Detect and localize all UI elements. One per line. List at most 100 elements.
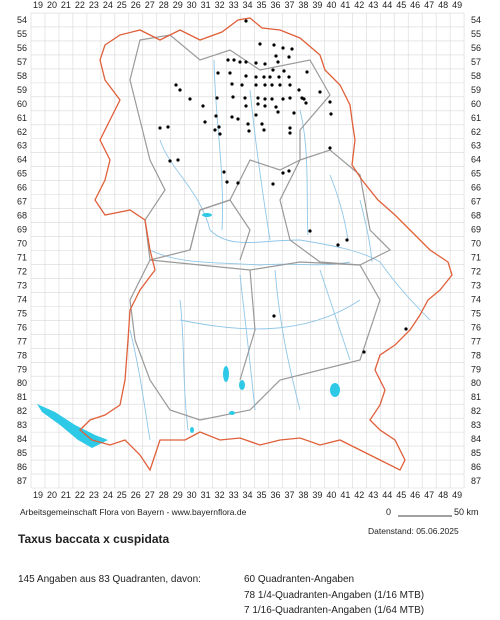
column-label: 27	[145, 490, 155, 500]
occurrence-dot	[297, 88, 301, 92]
occurrence-dot	[270, 97, 274, 101]
row-label: 85	[17, 448, 27, 458]
occurrence-dot	[271, 182, 275, 186]
row-label: 63	[471, 141, 481, 151]
row-label: 56	[471, 43, 481, 53]
occurrence-dot	[244, 19, 248, 23]
column-label: 36	[270, 490, 280, 500]
row-label: 82	[17, 406, 27, 416]
column-label: 20	[47, 0, 57, 10]
row-label: 55	[471, 29, 481, 39]
occurrence-dot	[240, 83, 244, 87]
occurrence-dot	[232, 58, 236, 62]
column-label: 29	[173, 490, 183, 500]
occurrence-dot	[228, 71, 232, 75]
rivers	[129, 59, 431, 441]
column-label: 42	[354, 490, 364, 500]
occurrence-dot	[328, 100, 332, 104]
column-label: 41	[340, 490, 350, 500]
column-label: 47	[424, 490, 434, 500]
column-label: 40	[326, 0, 336, 10]
occurrence-dot	[263, 104, 267, 108]
occurrence-dot	[281, 171, 285, 175]
occurrence-dot	[258, 42, 262, 46]
column-label: 45	[396, 0, 406, 10]
occurrence-dot	[166, 125, 170, 129]
row-label: 79	[471, 364, 481, 374]
occurrence-dot	[304, 101, 308, 105]
row-label: 83	[17, 420, 27, 430]
data-date: Datenstand: 05.06.2025	[368, 526, 459, 536]
occurrence-dot	[271, 68, 275, 72]
occurrence-dot	[168, 159, 172, 163]
occurrence-dot	[216, 71, 220, 75]
column-label: 41	[340, 0, 350, 10]
row-label: 58	[17, 71, 27, 81]
occurrence-dot	[276, 60, 280, 64]
occurrence-dot	[262, 128, 266, 132]
occurrence-dot	[222, 170, 226, 174]
column-label: 33	[229, 0, 239, 10]
occurrence-dot	[282, 69, 286, 73]
occurrence-dot	[276, 110, 280, 114]
row-label: 81	[471, 392, 481, 402]
occurrence-dot	[236, 117, 240, 121]
occurrence-dot	[263, 83, 267, 87]
column-label: 19	[33, 490, 43, 500]
column-label: 37	[284, 490, 294, 500]
occurrence-dot	[226, 58, 230, 62]
occurrence-dot	[263, 62, 267, 66]
row-label: 61	[471, 113, 481, 123]
occurrence-dot	[230, 115, 234, 119]
row-label: 63	[17, 141, 27, 151]
row-label: 75	[17, 308, 27, 318]
occurrence-dot	[281, 46, 285, 50]
row-label: 56	[17, 43, 27, 53]
row-label: 69	[471, 225, 481, 235]
occurrence-dot	[277, 75, 281, 79]
occurrence-dot	[318, 90, 322, 94]
column-label: 47	[424, 0, 434, 10]
row-label: 85	[471, 448, 481, 458]
row-label: 67	[17, 197, 27, 207]
occurrence-dot	[308, 229, 312, 233]
occurrence-dot	[188, 97, 192, 101]
occurrence-dot	[300, 96, 304, 100]
column-label: 21	[61, 490, 71, 500]
occurrence-dot	[268, 75, 272, 79]
occurrence-dot	[256, 96, 260, 100]
column-label: 24	[103, 490, 113, 500]
row-label: 72	[17, 266, 27, 276]
grid	[30, 12, 465, 489]
occurrence-dots	[158, 19, 408, 354]
row-label: 64	[17, 155, 27, 165]
occurrence-dot	[287, 75, 291, 79]
column-label: 31	[201, 490, 211, 500]
row-label: 74	[471, 294, 481, 304]
row-label: 78	[471, 350, 481, 360]
occurrence-dot	[215, 96, 219, 100]
breakdown-line: 7 1/16-Quadranten-Angaben (1/64 MTB)	[244, 605, 424, 616]
occurrence-dot	[217, 125, 221, 129]
column-label: 23	[89, 490, 99, 500]
occurrence-dot	[287, 169, 291, 173]
column-label: 31	[201, 0, 211, 10]
column-label: 36	[270, 0, 280, 10]
column-label: 33	[229, 490, 239, 500]
column-label: 43	[368, 0, 378, 10]
column-label: 44	[382, 0, 392, 10]
row-label: 66	[17, 183, 27, 193]
row-label: 81	[17, 392, 27, 402]
occurrence-dot	[201, 104, 205, 108]
column-label: 35	[257, 0, 267, 10]
row-label: 68	[17, 211, 27, 221]
row-label: 84	[17, 434, 27, 444]
row-label: 73	[17, 280, 27, 290]
occurrence-dot	[214, 114, 218, 118]
row-label: 83	[471, 420, 481, 430]
row-label: 77	[17, 336, 27, 346]
occurrence-dot	[244, 74, 248, 78]
occurrence-dot	[287, 55, 291, 59]
row-label: 87	[17, 476, 27, 486]
